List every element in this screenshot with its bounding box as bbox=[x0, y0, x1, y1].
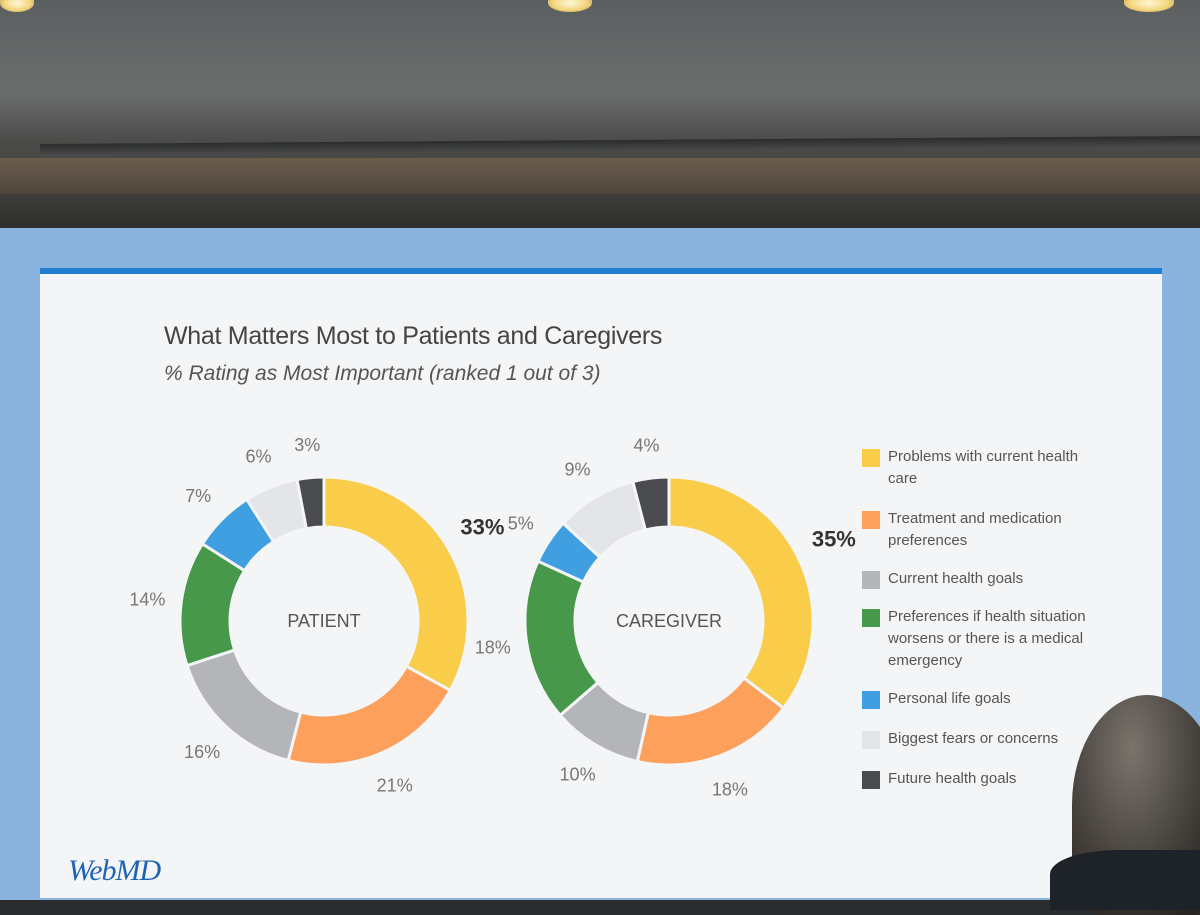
slice-value-label: 4% bbox=[633, 435, 659, 455]
slice-value-label: 21% bbox=[377, 775, 413, 795]
donut-slice bbox=[286, 664, 453, 767]
legend-swatch bbox=[862, 771, 880, 789]
legend-swatch bbox=[862, 731, 880, 749]
slice-value-label: 3% bbox=[294, 435, 320, 455]
legend-label: Problems with current health care bbox=[888, 448, 1079, 487]
webmd-logo: WebMD bbox=[68, 854, 161, 887]
legend-label: Personal life goals bbox=[888, 690, 1011, 707]
legend-label: Biggest fears or concerns bbox=[888, 730, 1059, 747]
ceiling-light bbox=[0, 0, 34, 12]
slice-value-label: 5% bbox=[508, 513, 534, 533]
slice-value-label: 14% bbox=[129, 590, 165, 610]
slice-value-label: 6% bbox=[245, 446, 271, 466]
legend-swatch bbox=[862, 511, 880, 529]
donut-center-label: PATIENT bbox=[287, 611, 360, 631]
legend-label: Current health goals bbox=[888, 570, 1024, 587]
legend-item: Future health goals bbox=[862, 768, 1098, 790]
legend-swatch bbox=[862, 571, 880, 589]
donut-slice bbox=[635, 675, 786, 767]
legend-swatch bbox=[862, 609, 880, 627]
slice-value-label: 10% bbox=[560, 765, 596, 785]
legend-swatch bbox=[862, 691, 880, 709]
audience-member-shoulder bbox=[1050, 850, 1200, 910]
slice-value-label: 18% bbox=[712, 779, 748, 799]
donut-slice bbox=[667, 475, 815, 711]
legend-label: Treatment and medication preferences bbox=[888, 510, 1062, 549]
ceiling-light bbox=[548, 0, 592, 12]
slice-value-label: 7% bbox=[185, 486, 211, 506]
ceiling-light bbox=[1124, 0, 1174, 12]
donut-slice bbox=[295, 475, 326, 531]
presentation-slide: What Matters Most to Patients and Caregi… bbox=[40, 268, 1162, 898]
legend-item: Personal life goals bbox=[862, 688, 1098, 710]
legend-label: Future health goals bbox=[888, 770, 1017, 787]
donut-slice bbox=[523, 559, 601, 718]
legend-item: Treatment and medication preferences bbox=[862, 508, 1098, 552]
ceiling-underside bbox=[0, 194, 1200, 232]
slice-value-label: 33% bbox=[460, 514, 504, 539]
legend-item: Current health goals bbox=[862, 568, 1098, 590]
donut-charts: 33% 21% 16% 14% 7% 6% 3% PATIENT 35% 18% 10% 18% 5% 9… bbox=[129, 435, 856, 799]
ceiling-vent bbox=[40, 135, 1200, 157]
slice-value-label: 18% bbox=[475, 637, 511, 657]
legend-swatch bbox=[862, 449, 880, 467]
slice-value-label: 9% bbox=[565, 459, 591, 479]
slide-title: What Matters Most to Patients and Caregi… bbox=[164, 322, 663, 350]
donut-center-label: CAREGIVER bbox=[616, 611, 722, 631]
ceiling-beam bbox=[0, 158, 1200, 194]
slice-value-label: 16% bbox=[184, 742, 220, 762]
legend-item: Problems with current health care bbox=[862, 446, 1098, 490]
slice-value-label: 35% bbox=[812, 526, 856, 551]
donut-slice bbox=[631, 475, 671, 532]
slide-subtitle: % Rating as Most Important (ranked 1 out… bbox=[164, 362, 601, 385]
legend-label: Preferences if health situation worsens … bbox=[888, 608, 1086, 669]
legend-item: Biggest fears or concerns bbox=[862, 728, 1098, 750]
legend-item: Preferences if health situation worsens … bbox=[862, 606, 1098, 672]
ceiling bbox=[0, 0, 1200, 232]
donut-slice bbox=[322, 475, 470, 693]
